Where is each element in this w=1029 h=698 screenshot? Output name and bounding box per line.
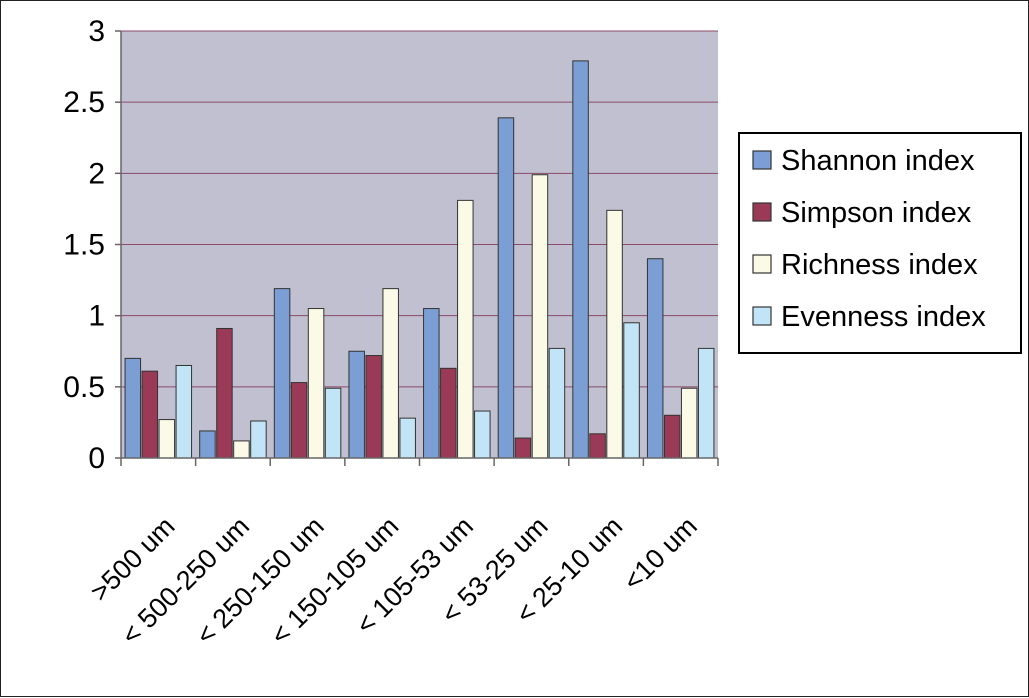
bar-shannon-index-7 (646, 258, 664, 459)
bar-richness-index-7 (680, 387, 698, 459)
y-tick-label: 1 (88, 300, 105, 333)
bar-simpson-index-0 (141, 370, 159, 459)
bar-evenness-index-0 (175, 364, 193, 459)
bar-evenness-index-4 (474, 410, 491, 459)
legend-label: Shannon index (781, 145, 975, 177)
bar-simpson-index-1 (216, 327, 233, 459)
y-axis: 0 0.5 1 1.5 2 2.5 3 (63, 15, 122, 475)
bar-shannon-index-4 (423, 308, 440, 459)
bar-simpson-index-2 (290, 382, 308, 459)
plot-area (121, 30, 718, 459)
x-category-label: <10 um (618, 511, 703, 596)
bar-shannon-index-5 (497, 117, 515, 459)
legend-label: Evenness index (781, 301, 986, 333)
bar-richness-index-3 (382, 288, 399, 459)
x-category-label: < 150-105 um (265, 511, 405, 651)
y-tick-label: 2 (88, 157, 105, 190)
x-category-label: < 250-150 um (190, 511, 330, 651)
bar-simpson-index-6 (589, 433, 606, 459)
bar-shannon-index-1 (199, 430, 216, 459)
legend-label: Simpson index (781, 197, 972, 229)
legend-box (738, 132, 1022, 354)
bar-shannon-index-2 (273, 288, 291, 459)
y-tick-label: 2.5 (63, 86, 105, 119)
bar-evenness-index-7 (697, 347, 715, 459)
bar-simpson-index-5 (514, 437, 532, 459)
bar-richness-index-2 (307, 308, 325, 459)
x-category-label: < 500-250 um (116, 511, 256, 651)
bar-simpson-index-3 (365, 355, 382, 459)
bar-richness-index-0 (158, 419, 176, 459)
bar-evenness-index-2 (324, 387, 342, 459)
bar-shannon-index-3 (348, 350, 365, 459)
bar-simpson-index-7 (663, 414, 681, 459)
bar-richness-index-5 (531, 174, 549, 459)
bar-richness-index-4 (457, 199, 474, 459)
legend-swatch (752, 202, 772, 222)
bar-shannon-index-0 (124, 357, 142, 459)
bar-shannon-index-6 (572, 60, 589, 459)
bar-evenness-index-6 (623, 322, 640, 459)
bar-evenness-index-5 (548, 347, 566, 459)
bar-simpson-index-4 (440, 367, 457, 459)
legend-label: Richness index (781, 249, 978, 281)
y-tick-label: 3 (88, 15, 105, 48)
y-tick-label: 0 (88, 442, 105, 475)
legend-swatch (752, 150, 772, 170)
bar-evenness-index-1 (250, 420, 267, 459)
bar-evenness-index-3 (399, 417, 416, 459)
x-axis: >500 um< 500-250 um< 250-150 um< 150-105… (85, 457, 719, 651)
legend: Shannon index Simpson index Richness index… (738, 132, 1022, 354)
y-tick-label: 0.5 (63, 371, 105, 404)
bar-richness-index-1 (233, 440, 250, 459)
legend-swatch (752, 306, 772, 326)
y-tick-label: 1.5 (63, 229, 105, 262)
legend-swatch (752, 254, 772, 274)
bar-richness-index-6 (606, 209, 623, 459)
